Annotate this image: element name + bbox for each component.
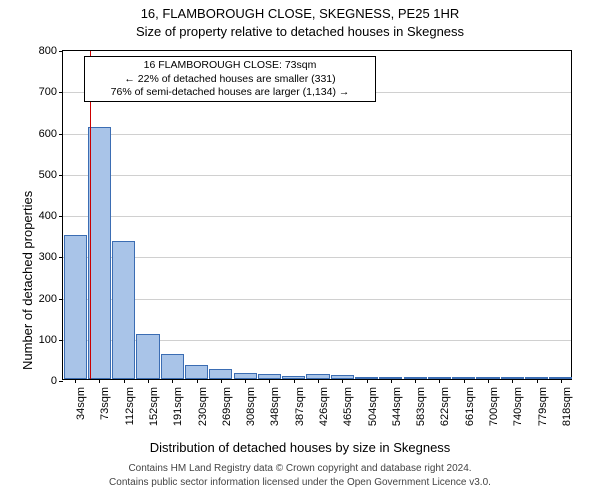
x-tick-mark — [245, 379, 246, 383]
x-tick-label: 308sqm — [245, 387, 257, 426]
x-tick-label: 583sqm — [415, 387, 427, 426]
bar — [64, 235, 87, 379]
y-tick-label: 300 — [39, 251, 63, 263]
y-tick-label: 400 — [39, 210, 63, 222]
x-tick-label: 112sqm — [124, 387, 136, 425]
x-tick-label: 348sqm — [269, 387, 281, 426]
bar — [88, 127, 111, 379]
title-line-2: Size of property relative to detached ho… — [0, 24, 600, 39]
y-tick-label: 200 — [39, 293, 63, 305]
x-tick-label: 269sqm — [221, 387, 233, 426]
x-tick-mark — [415, 379, 416, 383]
x-tick-mark — [197, 379, 198, 383]
x-tick-mark — [342, 379, 343, 383]
y-tick-label: 500 — [39, 169, 63, 181]
x-tick-label: 818sqm — [561, 387, 573, 426]
x-tick-label: 191sqm — [172, 387, 184, 426]
y-tick-label: 800 — [39, 45, 63, 57]
footer-line-1: Contains HM Land Registry data © Crown c… — [0, 462, 600, 476]
grid-line — [63, 257, 571, 258]
x-tick-mark — [75, 379, 76, 383]
x-tick-mark — [439, 379, 440, 383]
annotation-line: 16 FLAMBOROUGH CLOSE: 73sqm — [89, 59, 371, 73]
x-tick-mark — [464, 379, 465, 383]
x-tick-mark — [391, 379, 392, 383]
bar — [209, 369, 232, 379]
x-tick-mark — [124, 379, 125, 383]
y-tick-label: 100 — [39, 334, 63, 346]
x-tick-mark — [537, 379, 538, 383]
title-line-1: 16, FLAMBOROUGH CLOSE, SKEGNESS, PE25 1H… — [0, 6, 600, 21]
annotation-box: 16 FLAMBOROUGH CLOSE: 73sqm← 22% of deta… — [84, 56, 376, 102]
x-tick-label: 34sqm — [75, 387, 87, 420]
x-tick-mark — [512, 379, 513, 383]
x-tick-label: 230sqm — [197, 387, 209, 426]
y-tick-label: 700 — [39, 86, 63, 98]
x-tick-mark — [561, 379, 562, 383]
grid-line — [63, 216, 571, 217]
x-tick-label: 426sqm — [318, 387, 330, 426]
bar — [112, 241, 135, 379]
y-tick-label: 600 — [39, 128, 63, 140]
x-tick-label: 544sqm — [391, 387, 403, 426]
x-tick-mark — [318, 379, 319, 383]
bar — [161, 354, 184, 379]
x-tick-label: 387sqm — [294, 387, 306, 426]
x-tick-mark — [99, 379, 100, 383]
x-tick-label: 73sqm — [99, 387, 111, 420]
footer-line-2: Contains public sector information licen… — [0, 476, 600, 490]
x-tick-label: 661sqm — [464, 387, 476, 426]
x-tick-label: 700sqm — [488, 387, 500, 426]
x-tick-label: 779sqm — [537, 387, 549, 426]
bar — [185, 365, 208, 379]
grid-line — [63, 299, 571, 300]
x-tick-mark — [221, 379, 222, 383]
bar — [136, 334, 159, 379]
x-tick-label: 622sqm — [439, 387, 451, 426]
x-axis-label: Distribution of detached houses by size … — [0, 440, 600, 455]
x-tick-mark — [172, 379, 173, 383]
annotation-line: ← 22% of detached houses are smaller (33… — [89, 73, 371, 87]
x-tick-label: 740sqm — [512, 387, 524, 426]
x-tick-mark — [148, 379, 149, 383]
x-tick-label: 465sqm — [342, 387, 354, 426]
y-tick-label: 0 — [51, 375, 63, 387]
x-tick-mark — [367, 379, 368, 383]
x-tick-mark — [488, 379, 489, 383]
y-axis-label: Number of detached properties — [20, 191, 35, 370]
grid-line — [63, 134, 571, 135]
x-tick-label: 504sqm — [367, 387, 379, 426]
annotation-line: 76% of semi-detached houses are larger (… — [89, 86, 371, 100]
x-tick-label: 152sqm — [148, 387, 160, 426]
figure: 16, FLAMBOROUGH CLOSE, SKEGNESS, PE25 1H… — [0, 0, 600, 500]
x-tick-mark — [294, 379, 295, 383]
x-tick-mark — [269, 379, 270, 383]
footer-attribution: Contains HM Land Registry data © Crown c… — [0, 462, 600, 489]
grid-line — [63, 175, 571, 176]
